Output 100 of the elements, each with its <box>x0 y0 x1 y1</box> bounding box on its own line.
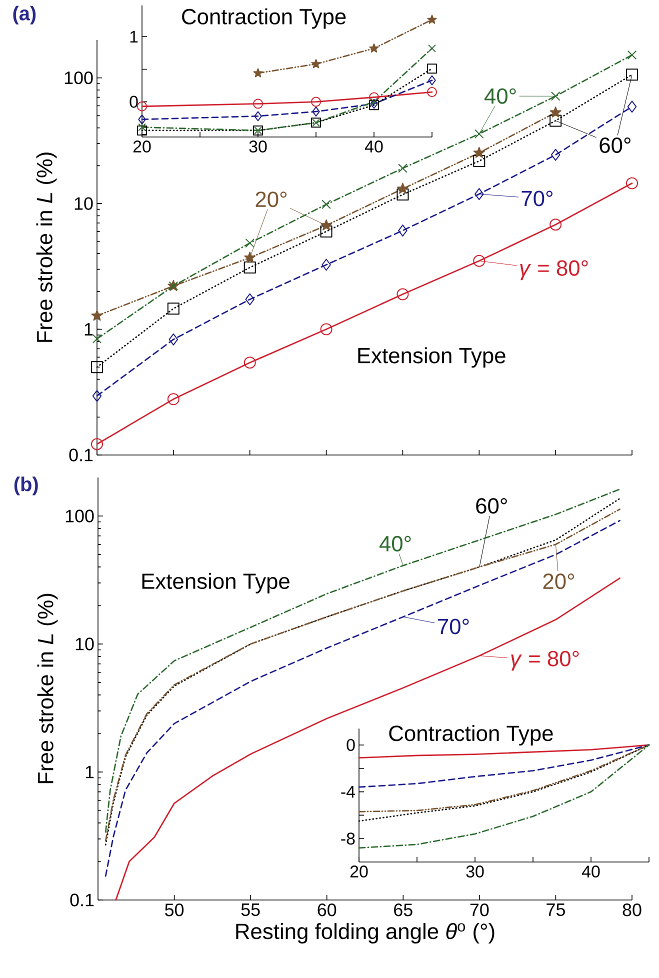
legend-label: γ = 80° <box>520 260 588 280</box>
x-tick-label: 60 <box>318 904 336 916</box>
x-tick-label: 20 <box>133 140 151 153</box>
y-axis-title: Free stroke in L (%) <box>37 594 58 784</box>
point <box>92 390 102 402</box>
point <box>311 96 322 107</box>
y-tick-label: 1 <box>84 323 93 336</box>
point <box>137 101 148 112</box>
chart-title: Contraction Type <box>389 725 553 746</box>
y-tick-label: 0 <box>130 96 138 108</box>
legend-label: γ = 80° <box>511 650 579 671</box>
point <box>138 124 146 131</box>
point <box>137 125 148 136</box>
point <box>369 43 379 53</box>
point <box>312 106 320 117</box>
point <box>167 393 180 406</box>
point <box>311 59 321 68</box>
x-tick-label: 30 <box>249 140 267 153</box>
point <box>474 130 484 138</box>
point <box>322 258 331 271</box>
legend-label: 70° <box>522 190 552 206</box>
point <box>473 254 486 267</box>
point <box>550 148 560 161</box>
point <box>253 68 263 78</box>
point <box>253 98 264 109</box>
point <box>428 75 436 86</box>
x-tick-label: 40 <box>364 140 383 153</box>
point <box>627 100 637 113</box>
point <box>92 334 102 344</box>
x-tick-label: 70 <box>470 904 489 916</box>
x-tick-label: 55 <box>241 904 260 916</box>
y-axis-title: Free stroke in L (%) <box>36 152 57 342</box>
point <box>398 164 408 173</box>
point <box>473 155 486 168</box>
point <box>322 200 331 209</box>
point <box>550 106 562 118</box>
point <box>427 87 438 98</box>
point <box>91 361 103 374</box>
series-label: 40° <box>379 536 411 552</box>
point <box>550 218 562 231</box>
point <box>473 146 485 158</box>
y-tick-label: 0.1 <box>70 894 94 906</box>
point <box>396 188 409 201</box>
point <box>91 310 103 321</box>
point <box>369 92 380 102</box>
y-tick-label: 1 <box>130 30 138 42</box>
point <box>91 438 103 450</box>
point <box>398 224 408 237</box>
annotation: Extension Type <box>358 347 506 368</box>
point <box>628 50 636 60</box>
series-label: 60° <box>476 498 507 514</box>
point <box>320 219 332 230</box>
point <box>370 98 378 106</box>
y-tick-label: 100 <box>64 71 93 84</box>
point <box>167 302 180 315</box>
point <box>138 114 146 124</box>
point <box>245 238 254 248</box>
x-tick-label: 40 <box>582 866 600 878</box>
chart-title: (a) <box>13 6 36 24</box>
point <box>474 188 484 200</box>
point <box>550 114 562 127</box>
y-tick-label: 0 <box>346 738 355 751</box>
point <box>427 64 438 74</box>
point <box>626 68 638 81</box>
point <box>320 323 332 336</box>
y-tick-label: 10 <box>76 638 94 650</box>
point <box>244 356 256 369</box>
point <box>396 182 408 194</box>
point <box>254 111 262 122</box>
line-series <box>358 744 650 849</box>
series-label: 60° <box>600 137 630 154</box>
point <box>427 14 437 24</box>
x-tick-label: 20 <box>350 866 368 878</box>
point <box>428 44 436 52</box>
legend-label: 20° <box>543 574 574 590</box>
y-tick-label: 0.1 <box>69 448 93 462</box>
series-label: 40° <box>484 88 516 104</box>
y-tick-label: 10 <box>74 197 93 210</box>
x-axis-title: Resting folding angle θ$^{o}$ (°) <box>236 923 494 944</box>
point <box>245 293 254 306</box>
x-tick-label: 80 <box>622 904 642 916</box>
point <box>244 252 256 263</box>
x-tick-label: 50 <box>165 904 184 916</box>
x-tick-label: 65 <box>394 904 412 916</box>
point <box>626 177 638 190</box>
annotation: Extension Type <box>142 572 290 594</box>
point <box>320 225 332 238</box>
line-series <box>358 744 650 788</box>
x-tick-label: 30 <box>466 866 484 878</box>
chart-title: Contraction Type <box>182 8 346 29</box>
point <box>168 333 178 346</box>
point <box>551 92 560 101</box>
series-label: 20° <box>256 192 287 208</box>
legend-label: 70° <box>438 618 469 634</box>
x-tick-label: 75 <box>546 904 565 916</box>
y-tick-label: -8 <box>341 832 355 845</box>
point <box>244 262 256 274</box>
point <box>396 288 409 300</box>
y-tick-label: 1 <box>86 766 94 778</box>
chart-title: (b) <box>14 476 38 496</box>
